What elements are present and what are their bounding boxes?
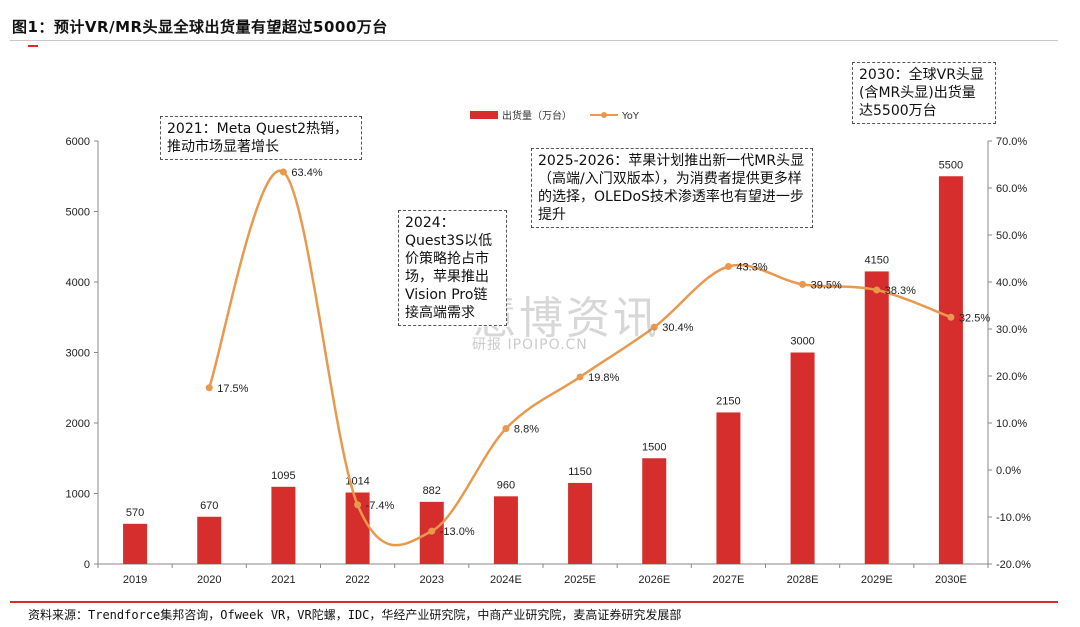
annotation-2024: 2024：Quest3S以低价策略抢占市场，苹果推出Vision Pro链接高端… [398, 210, 507, 326]
x-tick-label: 2027E [713, 574, 745, 586]
x-tick-label: 2028E [787, 574, 819, 586]
watermark-url: 研报 IPOIPO.CN [472, 337, 588, 353]
x-tick-label: 2020 [197, 574, 221, 586]
bar [864, 271, 889, 564]
bar-value-label: 2150 [716, 395, 740, 407]
legend-line-marker [601, 112, 607, 118]
y-right-tick-label: 40.0% [996, 277, 1027, 289]
x-tick-label: 2029E [861, 574, 893, 586]
bar [493, 496, 518, 564]
legend-bar-swatch [470, 111, 498, 119]
y-right-tick-label: -10.0% [996, 512, 1031, 524]
bar [790, 352, 815, 564]
bar [568, 482, 593, 564]
bar [938, 176, 963, 564]
bar [716, 412, 741, 564]
bar-value-label: 1150 [568, 466, 592, 478]
x-tick-label: 2019 [123, 574, 147, 586]
y-left-tick-label: 2000 [66, 418, 90, 430]
annotation-2025-2026: 2025-2026：苹果计划推出新一代MR头显（高端/入门双版本），为消费者提供… [531, 148, 813, 228]
source-note: 资料来源：Trendforce集邦咨询，Ofweek VR，VR陀螺，IDC，华… [28, 608, 682, 622]
bar [642, 458, 667, 564]
yoy-point [576, 373, 584, 381]
yoy-point [205, 384, 213, 392]
y-left-tick-label: 0 [84, 559, 90, 571]
yoy-point [947, 313, 955, 321]
x-tick-label: 2023 [420, 574, 444, 586]
yoy-point [428, 527, 436, 535]
yoy-point [724, 262, 732, 270]
x-tick-label: 2024E [490, 574, 522, 586]
yoy-value-label: 38.3% [885, 285, 916, 297]
yoy-value-label: 39.5% [811, 279, 842, 291]
bar-value-label: 3000 [790, 336, 814, 348]
chart-title: 图1：预计VR/MR头显全球出货量有望超过5000万台 [12, 18, 388, 36]
yoy-value-label: -13.0% [440, 526, 475, 538]
y-right-tick-label: -20.0% [996, 559, 1031, 571]
bar-value-label: 4150 [865, 254, 889, 266]
annotation-2021: 2021：Meta Quest2热销，推动市场显著增长 [160, 116, 362, 160]
source-divider [10, 601, 1058, 603]
yoy-value-label: 8.8% [514, 424, 539, 436]
y-right-tick-label: 70.0% [996, 136, 1027, 148]
bar [271, 486, 296, 564]
yoy-point [650, 323, 658, 331]
x-tick-label: 2025E [564, 574, 596, 586]
yoy-point [279, 168, 287, 176]
bar-value-label: 570 [126, 507, 144, 519]
y-right-tick-label: 0.0% [996, 465, 1021, 477]
yoy-point [799, 280, 807, 288]
yoy-point [354, 501, 362, 509]
bar-line-chart: 0 1000 2000 3000 4000 5000 6000 -20.0% -10.0% 0.0… [66, 109, 1032, 586]
y-right-tick-label: 10.0% [996, 418, 1027, 430]
legend-line-label: YoY [621, 111, 640, 122]
y-left-tick-label: 1000 [66, 489, 90, 501]
x-tick-label: 2030E [935, 574, 967, 586]
yoy-value-label: -7.4% [366, 500, 395, 512]
bar [197, 516, 222, 564]
yoy-value-label: 43.3% [736, 261, 767, 273]
bar [123, 523, 148, 564]
bar-value-label: 5500 [939, 159, 963, 171]
y-right-tick-label: 50.0% [996, 230, 1027, 242]
yoy-value-label: 32.5% [959, 312, 990, 324]
yoy-value-label: 63.4% [291, 167, 322, 179]
bar-value-label: 1095 [271, 470, 295, 482]
title-accent-mark [28, 45, 38, 47]
yoy-value-label: 30.4% [662, 322, 693, 334]
yoy-point [873, 286, 881, 294]
yoy-value-label: 19.8% [588, 372, 619, 384]
y-left-tick-label: 4000 [66, 277, 90, 289]
y-left-tick-label: 3000 [66, 348, 90, 360]
annotation-2030: 2030：全球VR头显(含MR头显)出货量达5500万台 [852, 62, 996, 124]
y-right-tick-label: 20.0% [996, 371, 1027, 383]
y-right-tick-label: 60.0% [996, 183, 1027, 195]
y-left-tick-label: 6000 [66, 136, 90, 148]
x-tick-label: 2026E [638, 574, 670, 586]
x-tick-label: 2021 [271, 574, 295, 586]
yoy-value-label: 17.5% [217, 383, 248, 395]
yoy-point [502, 425, 510, 433]
bar-value-label: 670 [200, 500, 218, 512]
bar-value-label: 960 [497, 479, 515, 491]
bar-value-label: 1500 [642, 441, 666, 453]
bar-value-label: 882 [423, 485, 441, 497]
legend-bar-label: 出货量（万台） [502, 109, 572, 122]
x-tick-label: 2022 [345, 574, 369, 586]
y-left-tick-label: 5000 [66, 207, 90, 219]
y-right-tick-label: 30.0% [996, 324, 1027, 336]
title-divider [10, 40, 1058, 41]
